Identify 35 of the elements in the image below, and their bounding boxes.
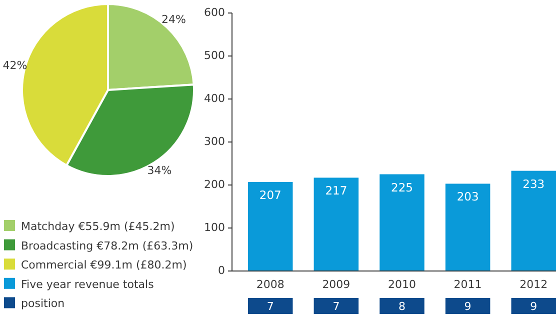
- x-tick-label: 2009: [322, 278, 350, 291]
- y-tick-label: 0: [218, 264, 225, 278]
- y-tick-label: 600: [204, 6, 225, 20]
- legend-label: Matchday €55.9m (£45.2m): [21, 220, 175, 233]
- x-tick-label: 2011: [454, 278, 482, 291]
- data-label: 8: [398, 300, 406, 313]
- data-label: 7: [332, 300, 340, 313]
- data-label: 24%: [161, 13, 186, 26]
- data-label: 9: [464, 300, 472, 313]
- data-label: 225: [391, 180, 413, 194]
- data-label: 9: [530, 300, 538, 313]
- data-label: 42%: [2, 59, 28, 72]
- y-tick-label: 200: [204, 178, 225, 192]
- legend-label: Commercial €99.1m (£80.2m): [21, 258, 187, 272]
- data-label: 207: [259, 188, 282, 202]
- bar: [511, 170, 556, 271]
- data-label: 217: [325, 184, 348, 198]
- y-tick-label: 100: [204, 221, 225, 234]
- data-label: 203: [456, 190, 479, 204]
- legend-label: Broadcasting €78.2m (£63.3m): [21, 239, 194, 252]
- data-label: 34%: [147, 164, 172, 178]
- y-tick-label: 400: [204, 92, 225, 106]
- legend-label: Five year revenue totals: [21, 278, 154, 291]
- bar: [248, 182, 293, 271]
- data-label: 7: [266, 300, 274, 313]
- x-tick-label: 2008: [256, 278, 284, 291]
- x-tick-label: 2012: [520, 278, 548, 291]
- bar: [445, 184, 490, 271]
- legend-title: position: [21, 297, 65, 310]
- bar: [314, 178, 359, 271]
- y-tick-label: 300: [204, 135, 225, 148]
- data-label: 233: [522, 176, 545, 191]
- bar: [380, 174, 424, 271]
- y-tick-label: 500: [204, 49, 225, 62]
- x-tick-label: 2010: [388, 278, 416, 291]
